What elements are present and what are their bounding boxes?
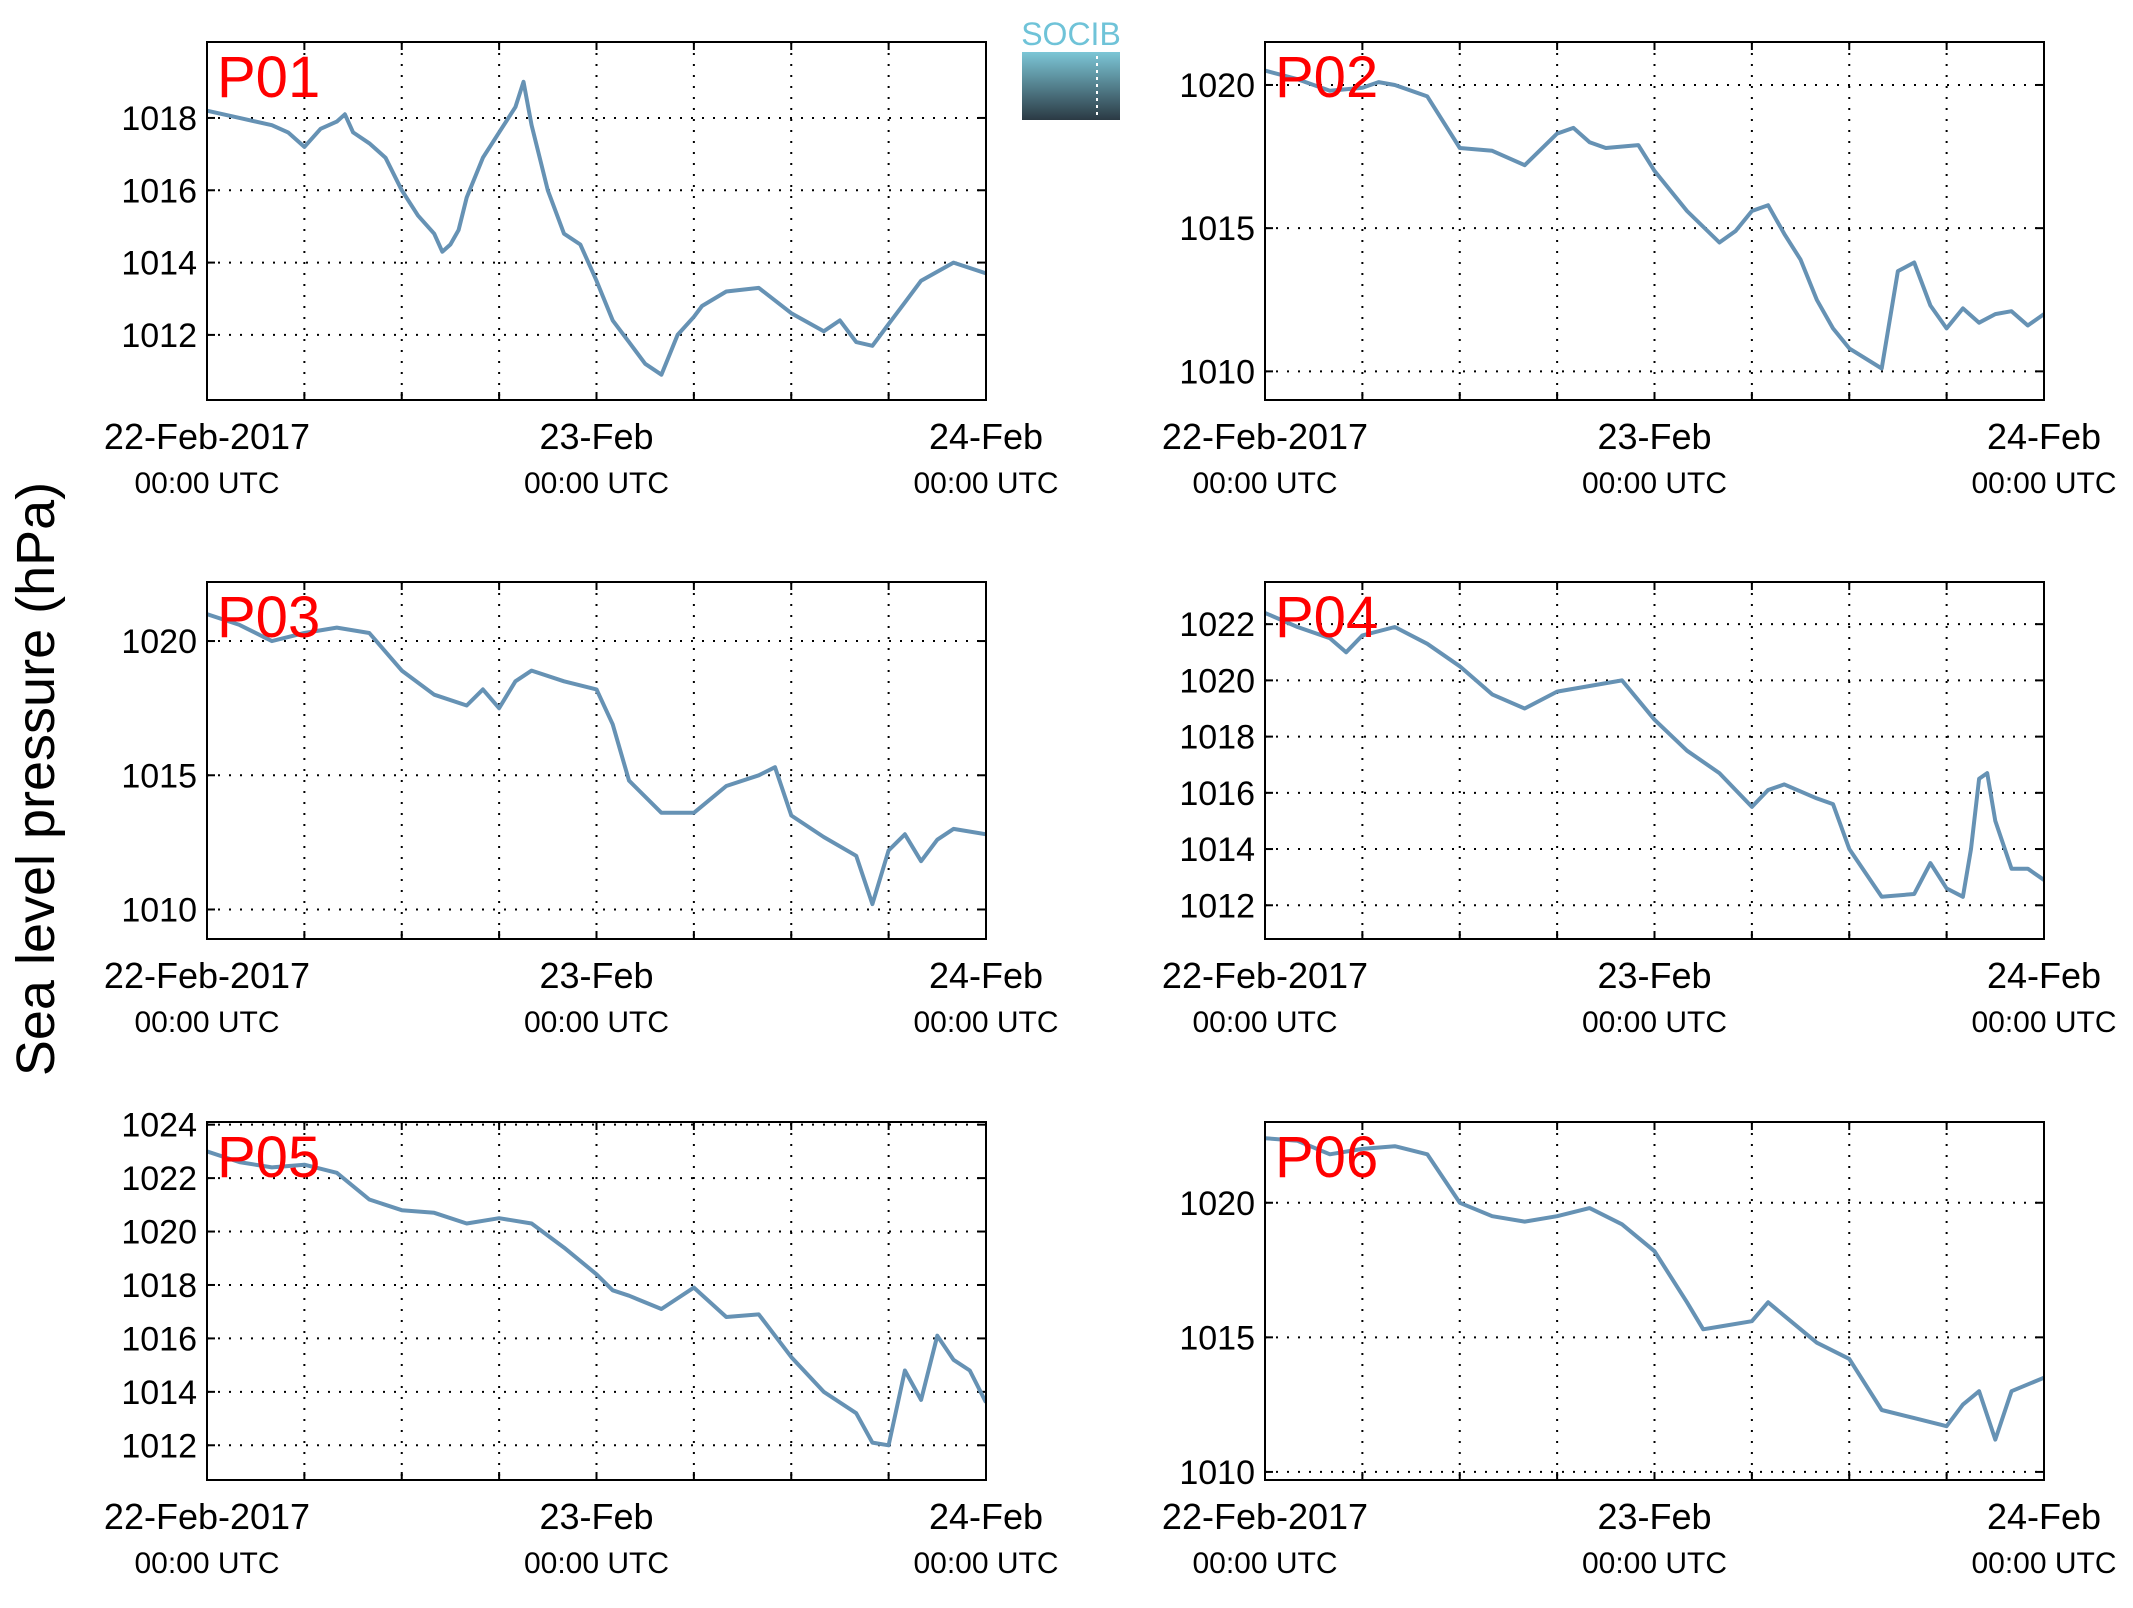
x-tick-label-time: 00:00 UTC [1582,467,1727,500]
x-tick-label-time: 00:00 UTC [1582,1006,1727,1039]
y-tick-label: 1022 [1179,606,1255,644]
y-tick-label: 1010 [121,891,197,929]
y-tick-label: 1020 [1179,67,1255,105]
y-tick-label: 1012 [121,1427,197,1465]
y-tick-label: 1018 [1179,719,1255,757]
x-tick-label-time: 00:00 UTC [1192,467,1337,500]
x-tick-label-time: 00:00 UTC [913,1006,1058,1039]
x-tick-label-date: 24-Feb [929,1496,1043,1537]
x-tick-label-date: 23-Feb [539,1496,653,1537]
x-tick-label-date: 24-Feb [929,416,1043,457]
x-tick-label-time: 00:00 UTC [1971,1006,2116,1039]
series-line [1265,1136,2044,1442]
panel-p03: 1010 1015 1020 22-Feb-2017 00:00 UTC 23-Feb 00… [104,581,1059,1039]
x-tick-label-date: 23-Feb [1597,416,1711,457]
station-label: P02 [1275,45,1378,110]
y-tick-label: 1022 [121,1160,197,1198]
x-tick-label-time: 00:00 UTC [1971,467,2116,500]
logo-emblem [1022,52,1120,120]
y-tick-label: 1012 [121,317,197,355]
axes-frame [1264,1121,2045,1481]
y-tick-label: 1015 [1179,210,1255,248]
panel-p02: 1010 1015 1020 22-Feb-2017 00:00 UTC 23-Feb 00… [1162,41,2117,500]
x-tick-label-date: 23-Feb [1597,1496,1711,1537]
x-tick-label-date: 22-Feb-2017 [104,1496,310,1537]
x-tick-label-date: 22-Feb-2017 [104,955,310,996]
y-tick-label: 1016 [1179,775,1255,813]
x-tick-label-date: 24-Feb [1987,955,2101,996]
x-tick-label-time: 00:00 UTC [913,1547,1058,1580]
x-tick-label-date: 23-Feb [1597,955,1711,996]
y-tick-label: 1016 [121,172,197,210]
x-tick-label-date: 23-Feb [539,955,653,996]
x-tick-label-time: 00:00 UTC [524,1547,669,1580]
x-tick-label-time: 00:00 UTC [524,1006,669,1039]
x-tick-label-date: 24-Feb [1987,416,2101,457]
axes-frame [1264,581,2045,940]
series-line [207,1149,986,1448]
y-tick-label: 1015 [1179,1319,1255,1357]
station-label: P03 [217,585,320,650]
y-tick-label: 1020 [121,1214,197,1252]
y-tick-label: 1024 [121,1107,197,1145]
chart-panels: 1012 1014 1016 1018 22-Feb-2017 00:00 UTC 23-F… [104,41,2117,1580]
y-tick-label: 1020 [1179,1185,1255,1223]
x-tick-label-time: 00:00 UTC [524,467,669,500]
axes-frame [1264,41,2045,401]
y-tick-label: 1018 [121,1267,197,1305]
panel-p06: 1010 1015 1020 22-Feb-2017 00:00 UTC 23-Feb 00… [1162,1121,2117,1580]
panel-p05: 1012 1014 1016 1018 1020 1022 1024 22-Feb-2017 0… [104,1107,1059,1580]
x-tick-label-time: 00:00 UTC [1192,1006,1337,1039]
y-tick-label: 1015 [121,757,197,795]
station-label: P01 [217,45,320,110]
station-label: P05 [217,1125,320,1190]
y-tick-label: 1010 [1179,1454,1255,1492]
panel-p01: 1012 1014 1016 1018 22-Feb-2017 00:00 UTC 23-F… [104,41,1059,500]
x-tick-label-time: 00:00 UTC [913,467,1058,500]
y-axis-label: Sea level pressure (hPa) [6,482,66,1076]
series-line [207,79,986,377]
axes-frame [206,581,987,940]
x-tick-label-time: 00:00 UTC [1582,1547,1727,1580]
y-tick-label: 1012 [1179,887,1255,925]
series-line [207,612,986,907]
x-tick-label-date: 24-Feb [1987,1496,2101,1537]
logo-text: SOCIB [1021,16,1121,52]
socib-logo: SOCIB [1021,16,1121,120]
x-tick-label-time: 00:00 UTC [1192,1547,1337,1580]
x-tick-label-time: 00:00 UTC [134,1006,279,1039]
x-tick-label-time: 00:00 UTC [1971,1547,2116,1580]
x-tick-label-date: 22-Feb-2017 [1162,955,1368,996]
x-tick-label-date: 22-Feb-2017 [1162,1496,1368,1537]
x-tick-label-date: 24-Feb [929,955,1043,996]
x-tick-label-date: 23-Feb [539,416,653,457]
x-tick-label-date: 22-Feb-2017 [1162,416,1368,457]
x-tick-label-time: 00:00 UTC [134,467,279,500]
panel-p04: 1012 1014 1016 1018 1020 1022 22-Feb-2017 00:00… [1162,581,2117,1039]
series-line [1265,611,2044,899]
y-tick-label: 1014 [1179,831,1255,869]
x-tick-label-date: 22-Feb-2017 [104,416,310,457]
station-label: P04 [1275,585,1378,650]
y-tick-label: 1014 [121,245,197,283]
y-tick-label: 1016 [121,1320,197,1358]
axes-frame [206,41,987,401]
station-label: P06 [1275,1125,1378,1190]
x-tick-label-time: 00:00 UTC [134,1547,279,1580]
y-tick-label: 1020 [1179,662,1255,700]
y-tick-label: 1010 [1179,353,1255,391]
y-tick-label: 1018 [121,100,197,138]
y-tick-label: 1020 [121,623,197,661]
y-tick-label: 1014 [121,1374,197,1412]
axes-frame [206,1121,987,1481]
series-line [1265,68,2044,371]
